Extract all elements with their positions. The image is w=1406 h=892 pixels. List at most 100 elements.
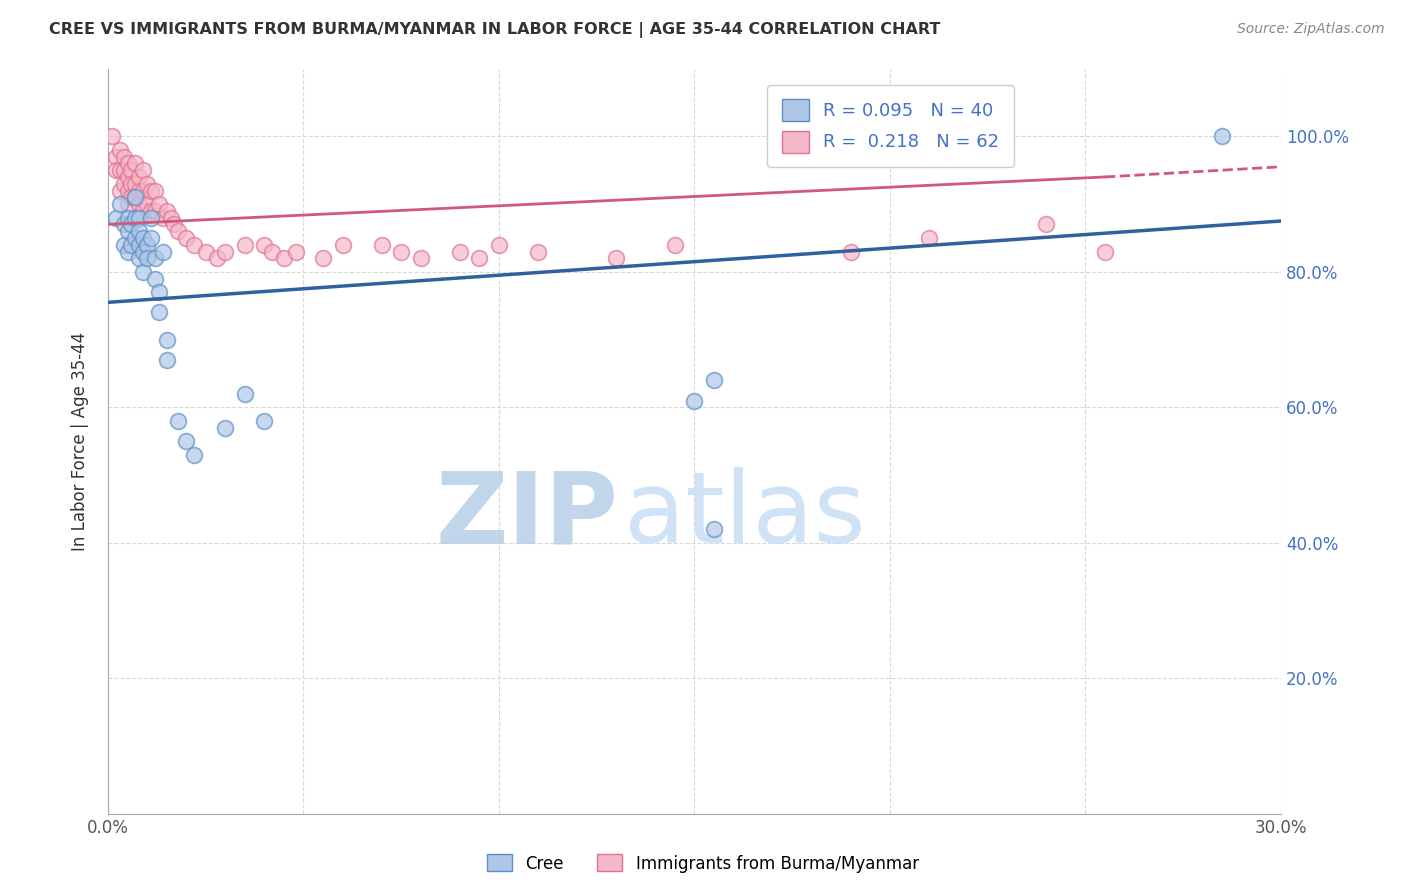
Point <box>174 231 197 245</box>
Point <box>120 177 142 191</box>
Point <box>132 244 155 259</box>
Point <box>117 184 139 198</box>
Point <box>152 244 174 259</box>
Text: CREE VS IMMIGRANTS FROM BURMA/MYANMAR IN LABOR FORCE | AGE 35-44 CORRELATION CHA: CREE VS IMMIGRANTS FROM BURMA/MYANMAR IN… <box>49 22 941 38</box>
Point <box>136 252 159 266</box>
Point <box>117 244 139 259</box>
Text: Source: ZipAtlas.com: Source: ZipAtlas.com <box>1237 22 1385 37</box>
Point <box>117 197 139 211</box>
Point <box>156 353 179 368</box>
Point <box>143 271 166 285</box>
Point <box>156 333 179 347</box>
Point <box>128 224 150 238</box>
Point <box>136 177 159 191</box>
Point <box>194 244 217 259</box>
Point <box>174 434 197 449</box>
Point <box>136 197 159 211</box>
Point <box>124 177 146 191</box>
Point <box>262 244 284 259</box>
Legend: Cree, Immigrants from Burma/Myanmar: Cree, Immigrants from Burma/Myanmar <box>481 847 925 880</box>
Point <box>124 231 146 245</box>
Point <box>468 252 491 266</box>
Y-axis label: In Labor Force | Age 35-44: In Labor Force | Age 35-44 <box>72 332 89 551</box>
Point <box>139 203 162 218</box>
Point <box>117 211 139 225</box>
Point <box>1035 218 1057 232</box>
Point <box>605 252 627 266</box>
Point <box>128 211 150 225</box>
Point <box>143 203 166 218</box>
Point <box>132 203 155 218</box>
Point <box>117 156 139 170</box>
Point <box>389 244 412 259</box>
Point <box>167 224 190 238</box>
Point <box>128 237 150 252</box>
Point <box>1211 129 1233 144</box>
Point <box>132 231 155 245</box>
Point <box>120 218 142 232</box>
Point <box>112 163 135 178</box>
Point <box>332 237 354 252</box>
Point <box>370 237 392 252</box>
Point <box>253 414 276 428</box>
Point <box>143 252 166 266</box>
Point <box>139 211 162 225</box>
Point <box>183 448 205 462</box>
Point <box>108 184 131 198</box>
Point <box>148 285 170 300</box>
Point <box>163 218 186 232</box>
Point <box>143 184 166 198</box>
Point <box>117 169 139 184</box>
Point <box>139 184 162 198</box>
Point <box>132 184 155 198</box>
Point <box>120 237 142 252</box>
Point <box>409 252 432 266</box>
Point <box>233 387 256 401</box>
Point <box>273 252 295 266</box>
Point <box>683 393 706 408</box>
Point <box>152 211 174 225</box>
Point <box>124 190 146 204</box>
Point <box>148 197 170 211</box>
Point <box>918 231 941 245</box>
Point <box>112 177 135 191</box>
Point <box>1094 244 1116 259</box>
Point <box>120 163 142 178</box>
Point <box>253 237 276 252</box>
Point <box>128 184 150 198</box>
Point <box>167 414 190 428</box>
Point <box>120 190 142 204</box>
Point <box>449 244 471 259</box>
Point <box>703 373 725 387</box>
Point <box>839 244 862 259</box>
Point <box>112 218 135 232</box>
Point <box>108 197 131 211</box>
Point <box>124 190 146 204</box>
Legend: R = 0.095   N = 40, R =  0.218   N = 62: R = 0.095 N = 40, R = 0.218 N = 62 <box>768 85 1014 167</box>
Point <box>136 237 159 252</box>
Point <box>703 522 725 536</box>
Text: ZIP: ZIP <box>436 467 619 565</box>
Point <box>112 150 135 164</box>
Point <box>139 231 162 245</box>
Point <box>101 129 124 144</box>
Point <box>132 163 155 178</box>
Point <box>132 265 155 279</box>
Point <box>112 237 135 252</box>
Point <box>207 252 229 266</box>
Point <box>117 224 139 238</box>
Point <box>108 143 131 157</box>
Point <box>108 163 131 178</box>
Point <box>104 163 127 178</box>
Point <box>527 244 550 259</box>
Point <box>128 169 150 184</box>
Point <box>128 252 150 266</box>
Point <box>124 156 146 170</box>
Point <box>312 252 335 266</box>
Point <box>183 237 205 252</box>
Point <box>664 237 686 252</box>
Point <box>156 203 179 218</box>
Point <box>488 237 510 252</box>
Text: atlas: atlas <box>624 467 866 565</box>
Point <box>233 237 256 252</box>
